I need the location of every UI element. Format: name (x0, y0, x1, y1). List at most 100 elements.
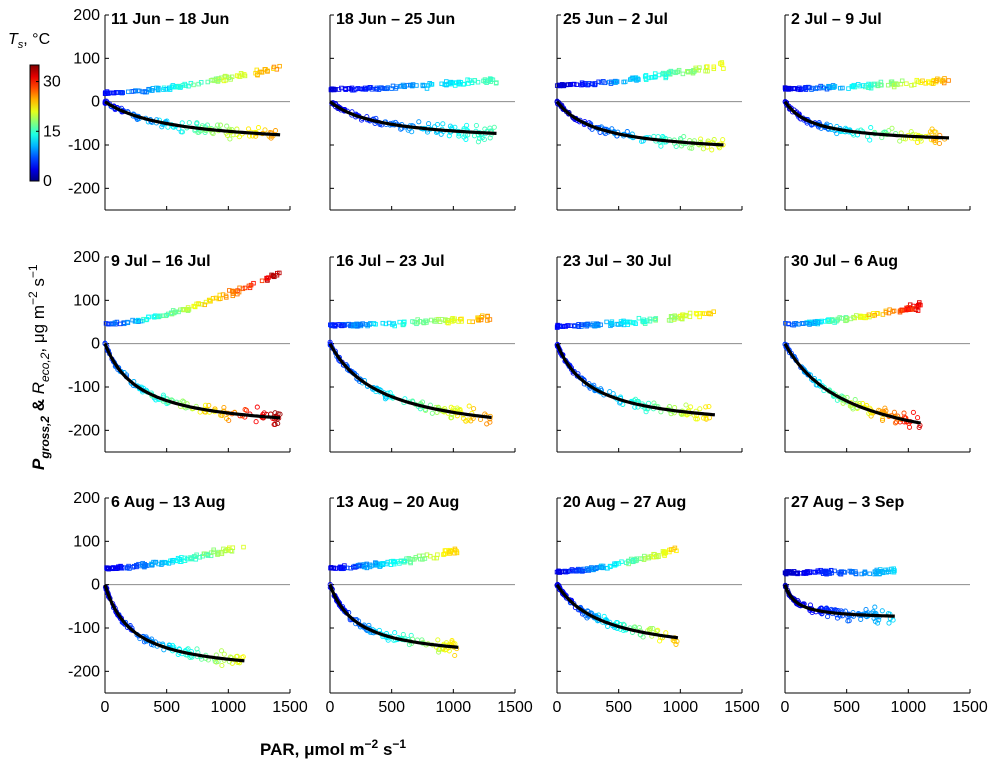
reco-point (439, 81, 444, 87)
reco-point (257, 69, 263, 75)
reco-point (353, 322, 359, 327)
reco-point (802, 85, 808, 90)
colorbar-tick-label: 15 (43, 123, 61, 140)
reco-point (652, 316, 658, 322)
reco-point (196, 301, 201, 306)
reco-point (622, 79, 628, 85)
pgross-point (872, 618, 878, 624)
reco-point (862, 570, 868, 575)
y-tick-label: -100 (68, 137, 100, 154)
reco-point (126, 89, 131, 95)
reco-point (390, 83, 396, 89)
reco-point (211, 549, 216, 555)
pgross-point (703, 404, 709, 410)
reco-point (412, 556, 417, 562)
pgross-point (446, 648, 452, 654)
pgross-point (936, 140, 943, 147)
reco-point (577, 568, 582, 574)
reco-point (641, 317, 646, 323)
reco-point (379, 561, 385, 566)
pgross-point (706, 403, 712, 410)
reco-point (911, 82, 917, 88)
reco-point (193, 557, 199, 562)
reco-point (429, 317, 434, 323)
pgross-point (892, 420, 898, 426)
x-tick-label: 1000 (436, 699, 472, 716)
pgross-point (215, 122, 221, 128)
reco-point (225, 547, 231, 552)
pgross-point (366, 622, 372, 628)
reco-point (476, 318, 482, 323)
panel-4: 2 Jul – 9 Jul (782, 11, 971, 211)
pgross-point (242, 407, 248, 413)
reco-point (643, 77, 649, 82)
pgross-point (448, 404, 454, 410)
pgross-point (491, 124, 497, 130)
reco-point (612, 561, 617, 566)
pgross-point (910, 409, 916, 415)
reco-point (652, 74, 658, 80)
pgross-point (468, 418, 474, 424)
reco-point (926, 80, 931, 86)
reco-point (819, 569, 824, 575)
reco-point (807, 322, 812, 327)
reco-point (456, 79, 462, 85)
reco-point (705, 64, 710, 69)
reco-point (629, 76, 634, 82)
pgross-point (464, 122, 470, 128)
panel-title: 16 Jul – 23 Jul (336, 253, 445, 270)
panel-title: 9 Jul – 16 Jul (111, 253, 211, 270)
pgross-point (234, 653, 240, 659)
reco-point (836, 570, 842, 575)
reco-point (163, 87, 168, 92)
reco-point (478, 317, 484, 323)
reco-point (228, 77, 233, 82)
reco-point (435, 552, 440, 557)
panel-title: 18 Jun – 25 Jun (336, 11, 455, 28)
pgross-point (889, 125, 895, 131)
reco-point (690, 70, 696, 76)
y-tick-label: 200 (73, 249, 100, 266)
y-tick-label: -200 (68, 422, 100, 439)
pgross-point (416, 119, 422, 125)
reco-point (824, 86, 830, 92)
pgross-point (711, 137, 717, 143)
pgross-point (867, 137, 873, 143)
reco-point (196, 301, 202, 307)
reco-point (604, 319, 609, 325)
pgross-point (933, 129, 939, 135)
reco-point (242, 285, 248, 291)
pgross-point (400, 631, 406, 638)
fit-curve (103, 343, 281, 420)
pgross-point (272, 128, 279, 134)
pgross-point (227, 136, 233, 142)
reco-point (220, 292, 226, 297)
reco-point (202, 302, 207, 308)
pgross-point (850, 406, 856, 412)
reco-point (120, 564, 125, 570)
reco-point (796, 322, 801, 327)
reco-point (175, 84, 181, 90)
y-tick-label: -100 (68, 620, 100, 637)
reco-point (556, 568, 561, 574)
reco-point (253, 70, 258, 76)
fit-curve (329, 100, 497, 135)
reco-point (568, 568, 574, 573)
pgross-point (226, 417, 232, 424)
reco-point (151, 314, 156, 319)
reco-point (176, 309, 181, 315)
panel-title: 27 Aug – 3 Sep (791, 494, 904, 511)
reco-point (400, 322, 406, 327)
reco-point (946, 78, 951, 83)
pgross-point (221, 651, 227, 657)
reco-point (392, 559, 398, 565)
reco-point (633, 77, 638, 82)
reco-point (373, 560, 378, 565)
reco-point (126, 563, 131, 569)
reco-point (152, 315, 157, 320)
reco-point (115, 566, 120, 571)
pgross-point (262, 127, 268, 133)
x-tick-label: 500 (833, 699, 860, 716)
reco-point (444, 79, 449, 84)
colorbar-tick-label: 30 (43, 74, 61, 91)
